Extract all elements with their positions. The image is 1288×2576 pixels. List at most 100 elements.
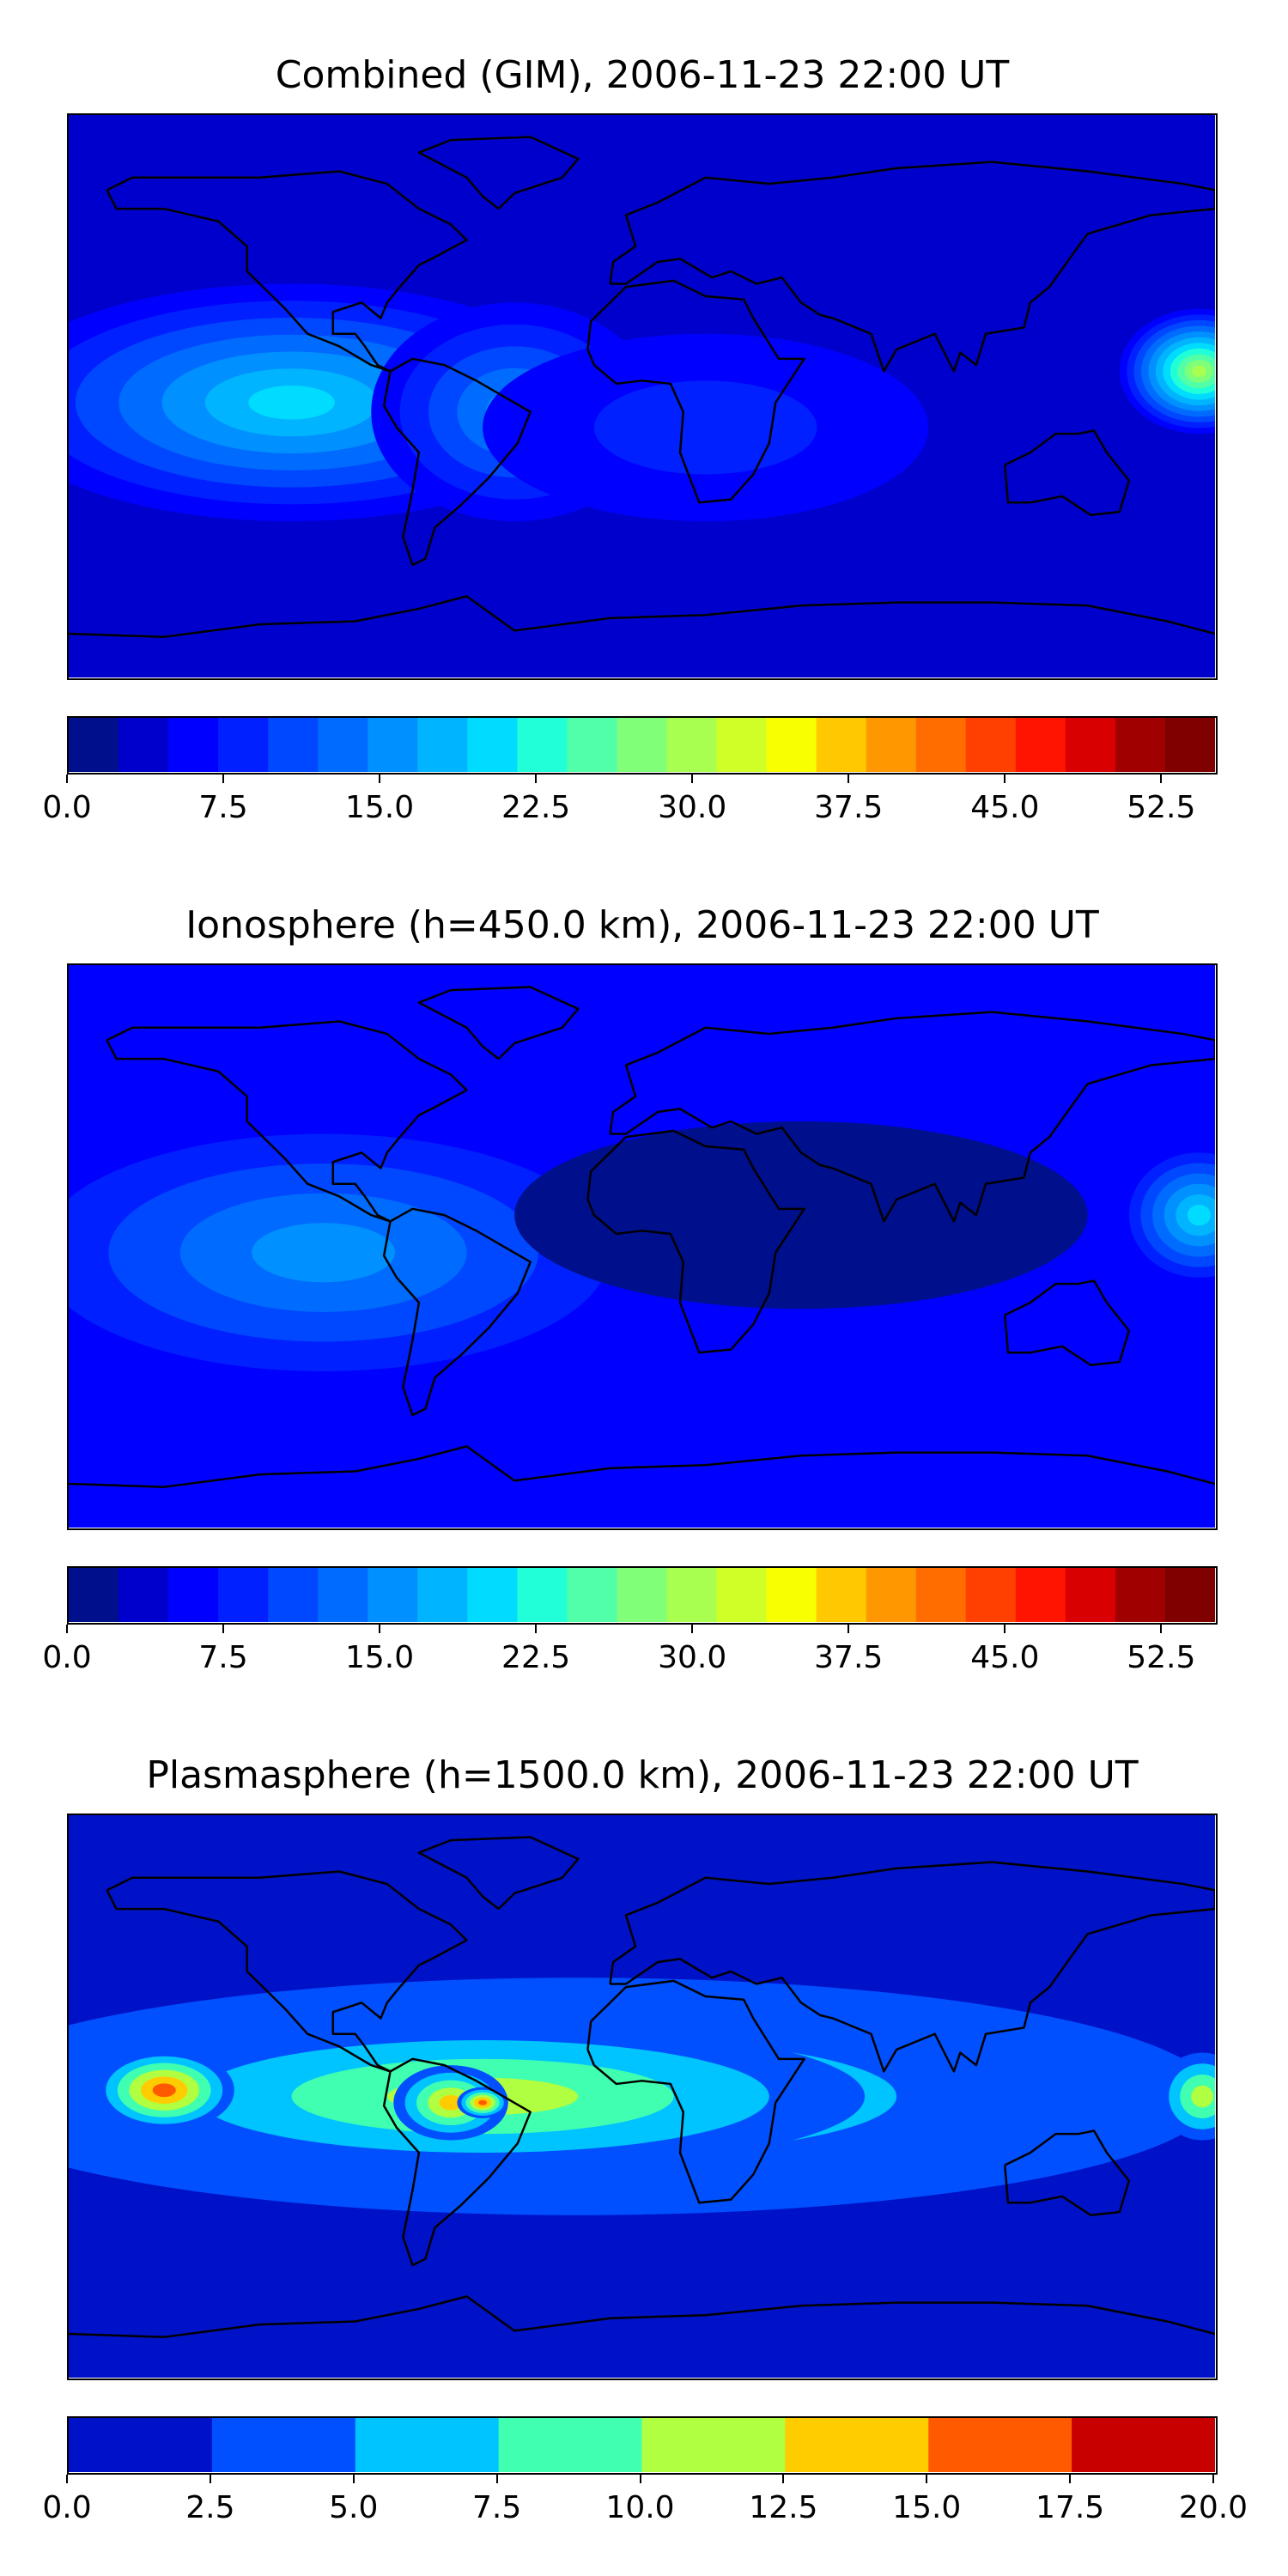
colorbar-segment xyxy=(517,1568,568,1622)
coastline xyxy=(382,1207,532,1417)
colorbar-tick xyxy=(535,1625,538,1633)
colorbar-tick xyxy=(66,775,68,783)
contour-feature xyxy=(69,1133,611,1372)
colorbar-segment xyxy=(785,2418,929,2472)
contour-plot xyxy=(69,965,1215,1528)
contour-level xyxy=(248,386,335,420)
colorbar-tick xyxy=(691,775,694,783)
colorbar-segment xyxy=(1065,718,1116,772)
colorbar-tick xyxy=(379,1625,381,1633)
colorbar-segment xyxy=(816,1568,867,1622)
coastline xyxy=(106,1020,468,1223)
colorbar-segment xyxy=(866,718,917,772)
colorbar-segment xyxy=(1164,1568,1215,1622)
contour-feature xyxy=(483,333,929,522)
colorbar-segment xyxy=(1065,1568,1116,1622)
contour-level xyxy=(439,2095,463,2111)
heatmap-map xyxy=(67,963,1218,1530)
colorbar-tick-label: 52.5 xyxy=(1127,790,1196,825)
coastline xyxy=(382,2057,532,2267)
colorbar-segment xyxy=(816,718,867,772)
colorbar-tick-label: 37.5 xyxy=(814,1640,884,1675)
colorbar-tick xyxy=(1069,2475,1072,2483)
colorbar-tick-label: 22.5 xyxy=(501,790,571,825)
colorbar-tick-label: 22.5 xyxy=(501,1640,571,1675)
colorbar-segment xyxy=(467,718,518,772)
colorbar-segment xyxy=(617,718,668,772)
colorbar xyxy=(67,2416,1218,2475)
colorbar-tick xyxy=(1004,1625,1006,1633)
colorbar-segment xyxy=(517,718,568,772)
colorbar-segment xyxy=(211,2418,356,2472)
colorbar-tick-label: 7.5 xyxy=(198,1640,248,1675)
colorbar-segment xyxy=(168,1568,219,1622)
contour-feature xyxy=(457,2087,508,2118)
contour-level xyxy=(252,1223,396,1283)
colorbar-tick xyxy=(848,1625,850,1633)
chart-title: Ionosphere (h=450.0 km), 2006-11-23 22:0… xyxy=(185,903,1099,947)
colorbar-tick-label: 17.5 xyxy=(1036,2490,1105,2525)
coastline xyxy=(69,595,1215,638)
colorbar-segment xyxy=(467,1568,518,1622)
contour-feature xyxy=(1119,308,1215,434)
colorbar-tick-label: 2.5 xyxy=(185,2490,235,2525)
colorbar-segment xyxy=(417,1568,468,1622)
colorbar-tick-label: 15.0 xyxy=(345,1640,415,1675)
contour-plot xyxy=(69,115,1215,677)
colorbar-segment xyxy=(915,718,967,772)
colorbar-ticks: 0.0 2.5 5.0 7.5 10.0 12.5 15.0 17.5 20.0 xyxy=(42,2475,1248,2525)
colorbar-segment xyxy=(118,718,169,772)
chart-title: Plasmasphere (h=1500.0 km), 2006-11-23 2… xyxy=(146,1753,1139,1797)
colorbar-tick xyxy=(1004,775,1006,783)
colorbar-segment xyxy=(417,718,468,772)
colorbar-tick-label: 30.0 xyxy=(658,1640,727,1675)
coastline xyxy=(609,161,1215,373)
colorbar-tick xyxy=(495,2475,498,2483)
heatmap-map xyxy=(67,1814,1218,2380)
colorbar-segment xyxy=(567,718,617,772)
coastline xyxy=(609,1011,1215,1223)
colorbar-tick xyxy=(848,775,850,783)
colorbar-tick-label: 15.0 xyxy=(345,790,415,825)
colorbar-segment xyxy=(168,718,219,772)
colorbar-tick-label: 5.0 xyxy=(329,2490,379,2525)
coastlines xyxy=(69,136,1215,638)
colorbar-tick xyxy=(66,2475,68,2483)
contour-feature xyxy=(1128,1152,1215,1278)
colorbar-tick xyxy=(222,775,225,783)
colorbar-tick-label: 10.0 xyxy=(605,2490,675,2525)
coastlines xyxy=(69,1836,1215,2338)
colorbar-tick-label: 37.5 xyxy=(814,790,884,825)
colorbar-segment xyxy=(218,1568,269,1622)
colorbar-segment xyxy=(1015,1568,1066,1622)
colorbar-segment xyxy=(218,718,269,772)
coastline xyxy=(1004,1279,1131,1367)
chart-title: Combined (GIM), 2006-11-23 22:00 UT xyxy=(275,53,1010,97)
colorbar-segment xyxy=(498,2418,642,2472)
colorbar-tick xyxy=(782,2475,785,2483)
heatmap-map xyxy=(67,113,1218,680)
colorbar-segment xyxy=(69,718,119,772)
coastline xyxy=(106,1870,468,2073)
colorbar-tick-label: 45.0 xyxy=(970,1640,1040,1675)
colorbar-segment xyxy=(318,718,368,772)
coastline xyxy=(1004,429,1131,517)
colorbar-tick xyxy=(1160,1625,1163,1633)
colorbar-tick xyxy=(1160,775,1163,783)
colorbar-tick xyxy=(352,2475,355,2483)
colorbar-tick-label: 0.0 xyxy=(42,790,92,825)
coastlines xyxy=(69,986,1215,1488)
coastline xyxy=(69,1445,1215,1488)
colorbar-tick-label: 0.0 xyxy=(42,2490,92,2525)
colorbar-segment xyxy=(118,1568,169,1622)
coastline xyxy=(586,1979,805,2204)
coastline xyxy=(106,170,468,373)
colorbar-segment xyxy=(368,1568,418,1622)
colorbar-segment xyxy=(928,2418,1072,2472)
colorbar-tick xyxy=(926,2475,928,2483)
coastline xyxy=(382,357,532,567)
colorbar-segment xyxy=(1072,2418,1215,2472)
colorbar-tick xyxy=(1212,2475,1214,2483)
contour-level xyxy=(152,2083,176,2098)
colorbar-segment xyxy=(1164,718,1215,772)
